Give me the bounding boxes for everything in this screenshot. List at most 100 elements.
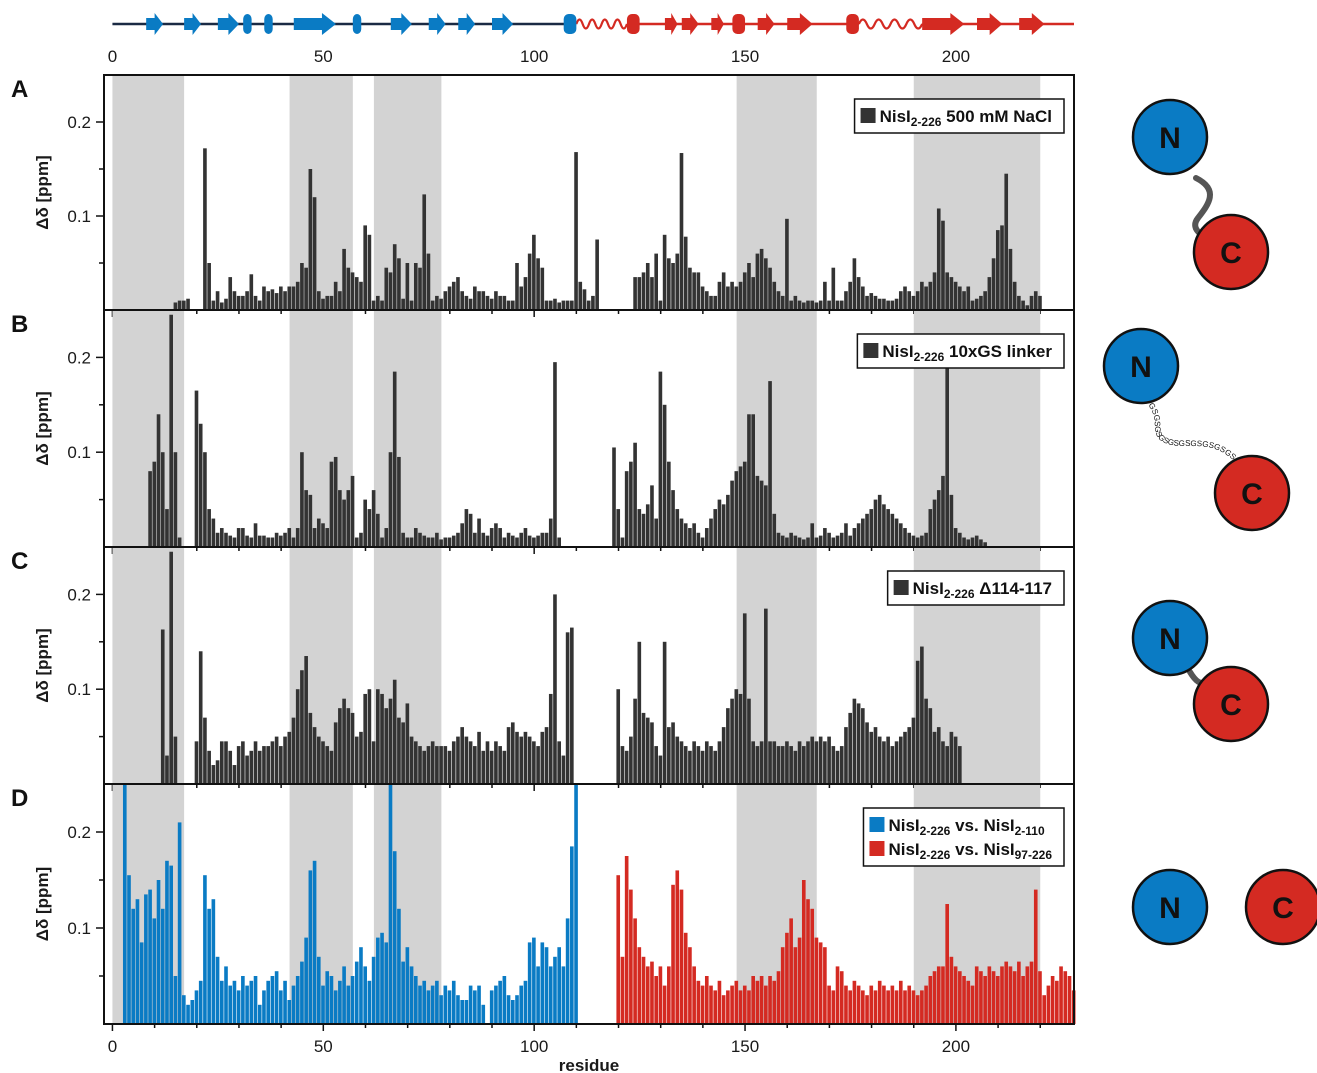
bar bbox=[882, 741, 886, 784]
bar bbox=[460, 523, 464, 547]
bar bbox=[494, 741, 498, 784]
bar bbox=[1038, 971, 1042, 1024]
bar bbox=[713, 751, 717, 784]
bar bbox=[224, 533, 228, 547]
bar bbox=[840, 746, 844, 784]
bar bbox=[697, 533, 701, 547]
bar bbox=[553, 594, 557, 784]
bar bbox=[819, 737, 823, 784]
bar bbox=[810, 301, 814, 310]
bar bbox=[237, 746, 241, 784]
c-domain-b-label: C bbox=[1241, 478, 1263, 511]
bar bbox=[494, 291, 498, 310]
bar bbox=[709, 519, 713, 547]
bar bbox=[203, 148, 207, 310]
bar bbox=[148, 471, 152, 547]
bar bbox=[667, 966, 671, 1024]
bar bbox=[802, 880, 806, 1024]
bar bbox=[439, 746, 443, 784]
bar bbox=[772, 981, 776, 1024]
bar bbox=[334, 722, 338, 784]
bar bbox=[1017, 296, 1021, 310]
topology-tick-label: 200 bbox=[942, 47, 970, 66]
bar bbox=[469, 299, 473, 310]
bar bbox=[460, 727, 464, 784]
bar bbox=[574, 152, 578, 310]
bar bbox=[372, 490, 376, 547]
topology-strand bbox=[492, 13, 513, 35]
bar bbox=[739, 990, 743, 1024]
bar bbox=[848, 536, 852, 547]
bar bbox=[494, 986, 498, 1024]
bar bbox=[342, 500, 346, 547]
bar bbox=[266, 291, 270, 310]
bar bbox=[169, 866, 173, 1024]
bar bbox=[768, 268, 772, 310]
bar bbox=[735, 981, 739, 1024]
bar bbox=[697, 981, 701, 1024]
bar bbox=[355, 962, 359, 1024]
bar bbox=[296, 282, 300, 310]
x-tick-label: 150 bbox=[731, 1037, 759, 1056]
bar bbox=[941, 476, 945, 547]
bar bbox=[718, 981, 722, 1024]
bar bbox=[730, 282, 734, 310]
y-axis-label: Δδ [ppm] bbox=[33, 867, 52, 941]
bar bbox=[675, 870, 679, 1024]
bar bbox=[663, 642, 667, 784]
bar bbox=[865, 296, 869, 310]
bar bbox=[654, 254, 658, 310]
bar bbox=[448, 751, 452, 784]
bar bbox=[743, 272, 747, 310]
bar bbox=[962, 538, 966, 547]
bar bbox=[469, 741, 473, 784]
bar bbox=[515, 538, 519, 547]
bar bbox=[684, 523, 688, 547]
bar bbox=[633, 277, 637, 310]
bar bbox=[663, 405, 667, 547]
bar bbox=[541, 732, 545, 784]
y-axis-label: Δδ [ppm] bbox=[33, 628, 52, 702]
bar bbox=[254, 296, 258, 310]
bar bbox=[1047, 986, 1051, 1024]
bar bbox=[422, 194, 426, 310]
bar bbox=[131, 909, 135, 1024]
bar bbox=[903, 287, 907, 311]
bar bbox=[638, 947, 642, 1024]
bar bbox=[228, 751, 232, 784]
bar bbox=[832, 746, 836, 784]
bar bbox=[199, 981, 203, 1024]
bar bbox=[650, 485, 654, 547]
bar bbox=[735, 471, 739, 547]
bar bbox=[414, 741, 418, 784]
bar bbox=[869, 986, 873, 1024]
bar bbox=[654, 976, 658, 1024]
bar bbox=[794, 947, 798, 1024]
bar bbox=[861, 990, 865, 1024]
bar bbox=[169, 552, 173, 784]
topology-strand bbox=[682, 13, 699, 35]
bar bbox=[275, 533, 279, 547]
bar bbox=[756, 746, 760, 784]
bar bbox=[136, 899, 140, 1024]
bar bbox=[578, 282, 582, 310]
bar bbox=[950, 495, 954, 547]
bar bbox=[498, 528, 502, 547]
topology-strand bbox=[665, 13, 678, 35]
bar bbox=[861, 708, 865, 784]
bar bbox=[195, 391, 199, 547]
topology-helix bbox=[732, 14, 745, 34]
bar bbox=[283, 737, 287, 784]
bar bbox=[667, 258, 671, 310]
bar bbox=[161, 909, 165, 1024]
bar bbox=[448, 990, 452, 1024]
bar bbox=[338, 708, 342, 784]
bar bbox=[806, 301, 810, 310]
bar bbox=[313, 727, 317, 784]
bar bbox=[212, 765, 216, 784]
bar bbox=[806, 899, 810, 1024]
n-domain-c-label: N bbox=[1159, 623, 1181, 656]
bar bbox=[823, 741, 827, 784]
bar bbox=[1013, 971, 1017, 1024]
bar bbox=[545, 533, 549, 547]
